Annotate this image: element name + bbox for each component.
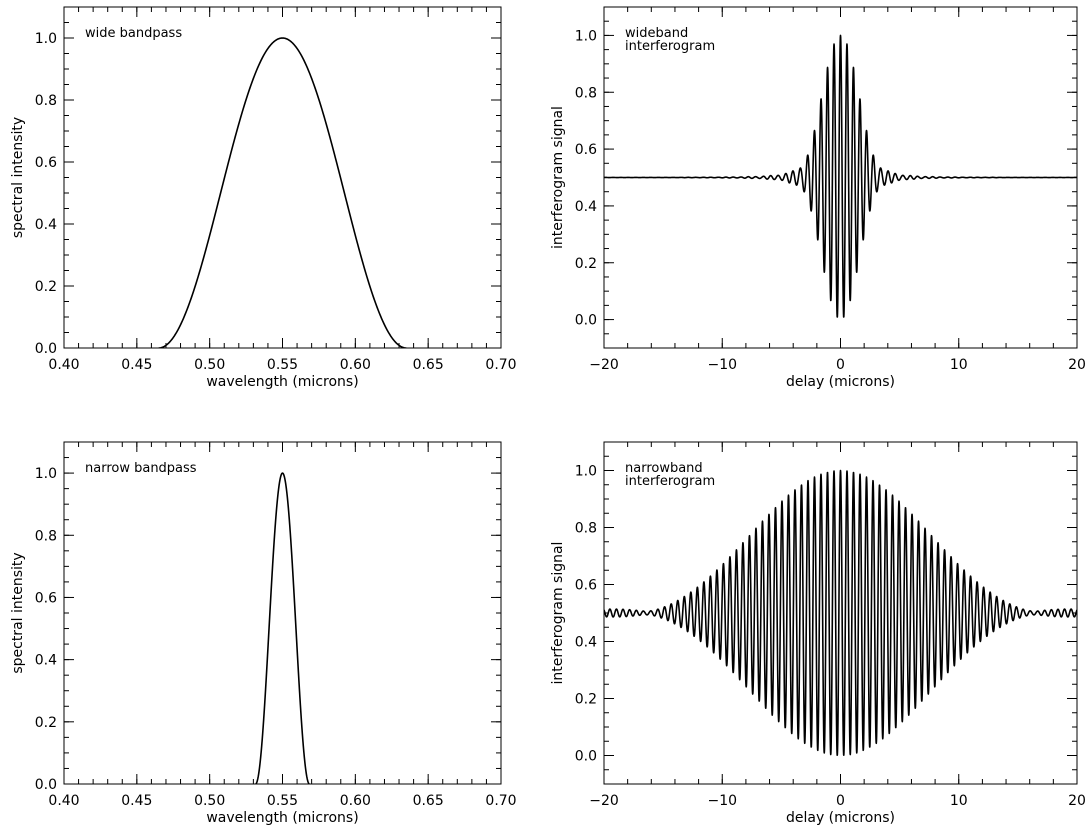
x-tick-label-10: 10 <box>950 793 968 809</box>
x-tick-label-0-55: 0.55 <box>267 793 298 809</box>
x-axis-label: wavelength (microns) <box>206 810 358 826</box>
x-tick-label-0-55: 0.55 <box>267 357 298 373</box>
x-tick-label-0: 0 <box>836 357 845 373</box>
x-axis-label: delay (microns) <box>786 374 895 390</box>
y-tick-label-0-2: 0.2 <box>575 256 597 272</box>
y-tick-label-1-0: 1.0 <box>35 31 57 47</box>
y-tick-label-0-2: 0.2 <box>35 715 57 731</box>
x-tick-label-0-45: 0.45 <box>121 357 152 373</box>
x-tick-label-0-70: 0.70 <box>485 793 516 809</box>
panel-annotation: wideband <box>625 26 688 41</box>
x-tick-label-20: −20 <box>589 357 619 373</box>
y-tick-label-0-6: 0.6 <box>35 590 57 606</box>
y-tick-label-0-4: 0.4 <box>35 653 57 669</box>
panel-narrow-bandpass: 0.40 0.45 0.50 0.55 0.60 0.65 0.70 0.0 0.2 0.4 0.6… <box>10 441 517 826</box>
y-tick-label-0-2: 0.2 <box>35 279 57 295</box>
y-tick-label-0-8: 0.8 <box>35 528 57 544</box>
series-line <box>604 469 1077 756</box>
x-tick-label-0-40: 0.40 <box>48 793 79 809</box>
panel-narrowband-interferogram: −20 −10 0 10 20 0.0 0.2 0.4 0.6 0.8 1.0 delay (micr… <box>550 441 1086 826</box>
y-tick-label-0-6: 0.6 <box>35 155 57 171</box>
x-tick-label-0-60: 0.60 <box>340 793 371 809</box>
x-tick-label-10: 10 <box>950 357 968 373</box>
panel-annotation: wide bandpass <box>85 26 182 41</box>
y-axis-label: interferogram signal <box>550 542 566 685</box>
x-tick-label-0-40: 0.40 <box>48 357 79 373</box>
y-tick-label-0-8: 0.8 <box>575 521 597 537</box>
y-axis-label: spectral intensity <box>10 552 26 673</box>
y-tick-label-0-6: 0.6 <box>575 142 597 158</box>
y-tick-label-0-8: 0.8 <box>35 93 57 109</box>
y-tick-label-0-0: 0.0 <box>575 749 597 765</box>
panel-wideband-interferogram: −20 −10 0 10 20 0.0 0.2 0.4 0.6 0.8 1.0 delay (micr… <box>550 6 1086 390</box>
panel-annotation: narrowband <box>625 461 703 476</box>
y-tick-label-0-6: 0.6 <box>575 578 597 594</box>
panel-wide-bandpass: 0.40 0.45 0.50 0.55 0.60 0.65 0.70 0.0 0.2 0.4 0.6… <box>10 6 517 390</box>
x-tick-label-0-50: 0.50 <box>194 793 225 809</box>
y-tick-label-0-0: 0.0 <box>35 341 57 357</box>
y-tick-label-0-2: 0.2 <box>575 692 597 708</box>
x-tick-label-0-65: 0.65 <box>413 793 444 809</box>
series-line <box>158 37 407 348</box>
y-tick-label-0-4: 0.4 <box>575 635 597 651</box>
y-tick-label-0-0: 0.0 <box>35 777 57 793</box>
y-tick-label-1-0: 1.0 <box>35 466 57 482</box>
x-tick-label-20: −20 <box>589 793 619 809</box>
series-line <box>604 34 1077 318</box>
y-tick-label-0-4: 0.4 <box>35 217 57 233</box>
plot-frame <box>63 441 502 785</box>
y-tick-label-0-4: 0.4 <box>575 199 597 215</box>
x-tick-label-0: 0 <box>836 793 845 809</box>
x-tick-label-0-65: 0.65 <box>413 357 444 373</box>
x-tick-label-0-50: 0.50 <box>194 357 225 373</box>
panel-annotation: narrow bandpass <box>85 461 197 476</box>
series-line <box>255 472 310 784</box>
y-axis-label: spectral intensity <box>10 117 26 238</box>
x-axis-label: delay (microns) <box>786 810 895 826</box>
x-axis-label: wavelength (microns) <box>206 374 358 390</box>
y-tick-label-0-8: 0.8 <box>575 85 597 101</box>
y-tick-label-1-0: 1.0 <box>575 464 597 480</box>
y-tick-label-1-0: 1.0 <box>575 28 597 44</box>
x-tick-label-20: 20 <box>1068 793 1086 809</box>
y-axis-label: interferogram signal <box>550 106 566 249</box>
panel-annotation: interferogram <box>625 39 715 54</box>
x-tick-label-0-60: 0.60 <box>340 357 371 373</box>
x-tick-label-10: −10 <box>707 793 737 809</box>
y-tick-label-0-0: 0.0 <box>575 313 597 329</box>
x-tick-label-0-45: 0.45 <box>121 793 152 809</box>
x-tick-label-20: 20 <box>1068 357 1086 373</box>
plot-frame <box>63 6 502 349</box>
x-tick-label-10: −10 <box>707 357 737 373</box>
panel-annotation: interferogram <box>625 474 715 489</box>
x-tick-label-0-70: 0.70 <box>485 357 516 373</box>
